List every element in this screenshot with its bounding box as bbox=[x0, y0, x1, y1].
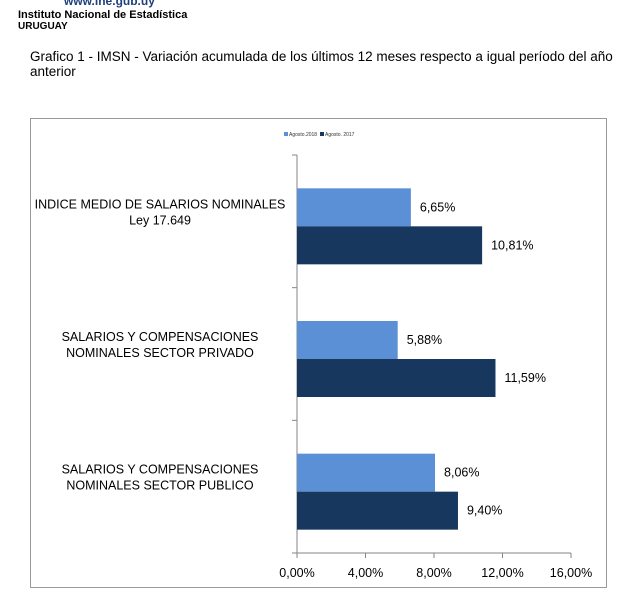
legend-swatch bbox=[284, 132, 288, 136]
bar-data-label: 6,65% bbox=[420, 200, 455, 214]
bar-data-label: 11,59% bbox=[504, 371, 545, 385]
legend-label: Agosto. 2017 bbox=[325, 132, 355, 138]
category-label: INDICE MEDIO DE SALARIOS NOMINALES bbox=[35, 197, 286, 211]
institute-name: Instituto Nacional de Estadística bbox=[18, 9, 188, 21]
figure-caption: Grafico 1 - IMSN - Variación acumulada d… bbox=[30, 49, 613, 79]
bar bbox=[297, 453, 436, 492]
bar bbox=[297, 491, 458, 530]
bar bbox=[297, 321, 398, 359]
x-tick-label: 12,00% bbox=[481, 566, 523, 580]
bar bbox=[297, 188, 411, 227]
bar bbox=[297, 359, 496, 397]
category-label: Ley 17.649 bbox=[129, 213, 191, 227]
category-label: NOMINALES SECTOR PUBLICO bbox=[66, 479, 254, 493]
legend-label: Agosto.2018 bbox=[289, 132, 317, 138]
x-tick-label: 0,00% bbox=[279, 566, 314, 580]
site-url: www.ine.gub.uy bbox=[64, 0, 155, 8]
bar-data-label: 9,40% bbox=[467, 504, 502, 518]
legend-swatch bbox=[320, 132, 324, 136]
x-tick-label: 4,00% bbox=[348, 566, 383, 580]
country-name: URUGUAY bbox=[18, 21, 68, 32]
x-tick-label: 16,00% bbox=[550, 566, 592, 580]
category-label: SALARIOS Y COMPENSACIONES bbox=[62, 330, 259, 344]
x-tick-label: 8,00% bbox=[416, 566, 451, 580]
bar-data-label: 10,81% bbox=[491, 238, 533, 252]
category-label: NOMINALES SECTOR PRIVADO bbox=[66, 346, 254, 360]
bar-data-label: 8,06% bbox=[444, 466, 479, 480]
bar bbox=[297, 226, 483, 265]
category-label: SALARIOS Y COMPENSACIONES bbox=[62, 463, 259, 477]
bar-data-label: 5,88% bbox=[407, 333, 442, 347]
